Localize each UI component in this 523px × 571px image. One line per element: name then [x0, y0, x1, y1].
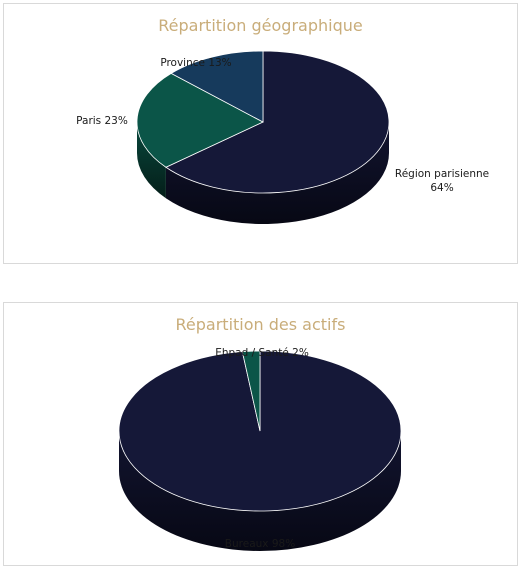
- pie-data-label: Ehpad / Santé 2%: [215, 347, 309, 359]
- pie-slice-paris: [136, 72, 264, 168]
- pie-slice-side: [119, 431, 401, 551]
- chart-panel-geographic: Répartition géographique Région parisien…: [3, 3, 518, 264]
- pie-data-label: Paris 23%: [76, 115, 128, 127]
- pie-slice-province: [170, 50, 264, 123]
- pie-slice-side: [137, 122, 166, 199]
- pie-chart-assets: Bureaux 98% Ehpad / Santé 2%: [118, 347, 402, 551]
- chart-panel-assets: Répartition des actifs Bureaux 98% Ehpad …: [3, 302, 518, 566]
- pie-data-label: Région parisienne 64%: [395, 168, 489, 194]
- pie-data-label: Province 13%: [160, 57, 231, 69]
- pie-slice-side: [165, 122, 389, 225]
- chart-title: Répartition des actifs: [175, 315, 346, 334]
- pie-chart-geographic: Région parisienne 64% Paris 23% Province 13…: [76, 50, 489, 225]
- chart-title: Répartition géographique: [158, 16, 363, 35]
- pie-slice-ehpad-sant-: [241, 350, 261, 432]
- pie-data-label: Bureaux 98%: [225, 538, 295, 550]
- pie-slice-r-gion-parisienne: [165, 50, 390, 194]
